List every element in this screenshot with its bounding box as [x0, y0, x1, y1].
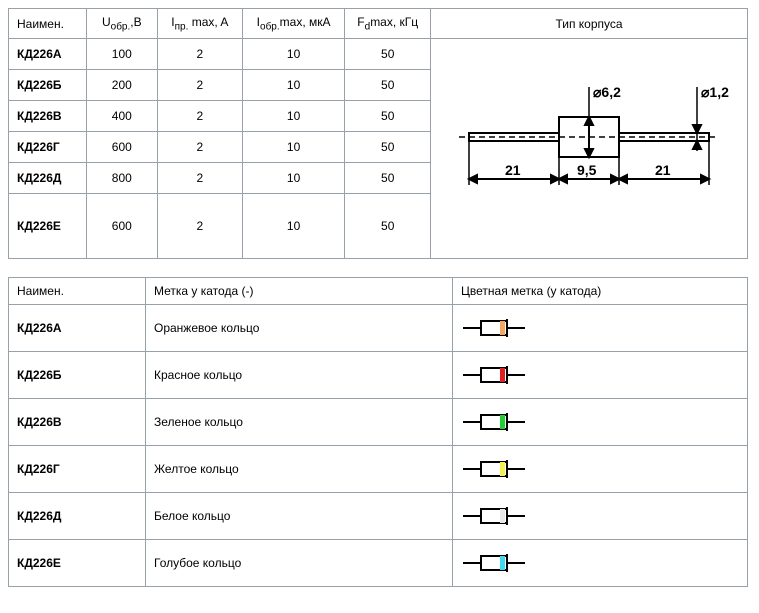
- cell-name: КД226А: [9, 39, 87, 70]
- lead-length-left: 21: [505, 162, 521, 178]
- col-mark: Метка у катода (-): [146, 278, 453, 305]
- col-name: Наимен.: [9, 278, 146, 305]
- col-color: Цветная метка (у катода): [453, 278, 748, 305]
- cell-fd: 50: [345, 132, 431, 163]
- cell-iobr: 10: [242, 163, 345, 194]
- cell-name: КД226Е: [9, 194, 87, 259]
- package-diagram-cell: ⌀6,2 ⌀1,2: [431, 39, 748, 259]
- table-row: КД226ВЗеленое кольцо: [9, 399, 748, 446]
- cell-u: 400: [86, 101, 157, 132]
- cell-color-icon: [453, 352, 748, 399]
- cell-fd: 50: [345, 39, 431, 70]
- table-row: КД226А 100 2 10 50: [9, 39, 748, 70]
- table-row: КД226БКрасное кольцо: [9, 352, 748, 399]
- cell-iobr: 10: [242, 194, 345, 259]
- col-case: Тип корпуса: [431, 9, 748, 39]
- cell-u: 200: [86, 70, 157, 101]
- colors-table: Наимен. Метка у катода (-) Цветная метка…: [8, 277, 748, 587]
- cell-ipr: 2: [157, 132, 242, 163]
- cell-ipr: 2: [157, 101, 242, 132]
- cell-name: КД226Б: [9, 70, 87, 101]
- cell-name: КД226В: [9, 399, 146, 446]
- cell-name: КД226Е: [9, 540, 146, 587]
- cell-iobr: 10: [242, 132, 345, 163]
- cell-name: КД226Г: [9, 132, 87, 163]
- colors-header-row: Наимен. Метка у катода (-) Цветная метка…: [9, 278, 748, 305]
- table-row: КД226ЕГолубое кольцо: [9, 540, 748, 587]
- cell-fd: 50: [345, 163, 431, 194]
- cell-name: КД226Д: [9, 163, 87, 194]
- cell-mark: Белое кольцо: [146, 493, 453, 540]
- cell-ipr: 2: [157, 194, 242, 259]
- cell-color-icon: [453, 540, 748, 587]
- cell-name: КД226Б: [9, 352, 146, 399]
- cell-ipr: 2: [157, 39, 242, 70]
- cell-color-icon: [453, 446, 748, 493]
- cell-mark: Красное кольцо: [146, 352, 453, 399]
- cell-fd: 50: [345, 70, 431, 101]
- cell-iobr: 10: [242, 70, 345, 101]
- cell-color-icon: [453, 493, 748, 540]
- diode-icon: [461, 317, 527, 339]
- cell-ipr: 2: [157, 70, 242, 101]
- col-iobr: Iобр.max, мкА: [242, 9, 345, 39]
- lead-diameter-label: ⌀1,2: [701, 84, 729, 100]
- table-row: КД226ГЖелтое кольцо: [9, 446, 748, 493]
- diode-icon: [461, 505, 527, 527]
- cell-name: КД226Д: [9, 493, 146, 540]
- col-uobr: Uобр.,В: [86, 9, 157, 39]
- cell-mark: Желтое кольцо: [146, 446, 453, 493]
- diode-icon: [461, 552, 527, 574]
- cell-iobr: 10: [242, 101, 345, 132]
- cell-ipr: 2: [157, 163, 242, 194]
- col-name: Наимен.: [9, 9, 87, 39]
- col-ipr: Iпр. max, A: [157, 9, 242, 39]
- cell-u: 100: [86, 39, 157, 70]
- body-length-label: 9,5: [577, 162, 597, 178]
- cell-u: 600: [86, 132, 157, 163]
- cell-mark: Оранжевое кольцо: [146, 305, 453, 352]
- specs-table: Наимен. Uобр.,В Iпр. max, A Iобр.max, мк…: [8, 8, 748, 259]
- cell-mark: Голубое кольцо: [146, 540, 453, 587]
- cell-fd: 50: [345, 194, 431, 259]
- cell-iobr: 10: [242, 39, 345, 70]
- table-row: КД226АОранжевое кольцо: [9, 305, 748, 352]
- diode-icon: [461, 364, 527, 386]
- cell-color-icon: [453, 305, 748, 352]
- cell-name: КД226В: [9, 101, 87, 132]
- cell-u: 600: [86, 194, 157, 259]
- body-diameter-label: ⌀6,2: [593, 84, 621, 100]
- cell-mark: Зеленое кольцо: [146, 399, 453, 446]
- cell-u: 800: [86, 163, 157, 194]
- table-row: КД226ДБелое кольцо: [9, 493, 748, 540]
- specs-header-row: Наимен. Uобр.,В Iпр. max, A Iобр.max, мк…: [9, 9, 748, 39]
- diode-icon: [461, 411, 527, 433]
- package-diagram: ⌀6,2 ⌀1,2: [439, 67, 739, 227]
- cell-color-icon: [453, 399, 748, 446]
- cell-fd: 50: [345, 101, 431, 132]
- cell-name: КД226А: [9, 305, 146, 352]
- cell-name: КД226Г: [9, 446, 146, 493]
- col-fd: Fdmax, кГц: [345, 9, 431, 39]
- lead-length-right: 21: [655, 162, 671, 178]
- diode-icon: [461, 458, 527, 480]
